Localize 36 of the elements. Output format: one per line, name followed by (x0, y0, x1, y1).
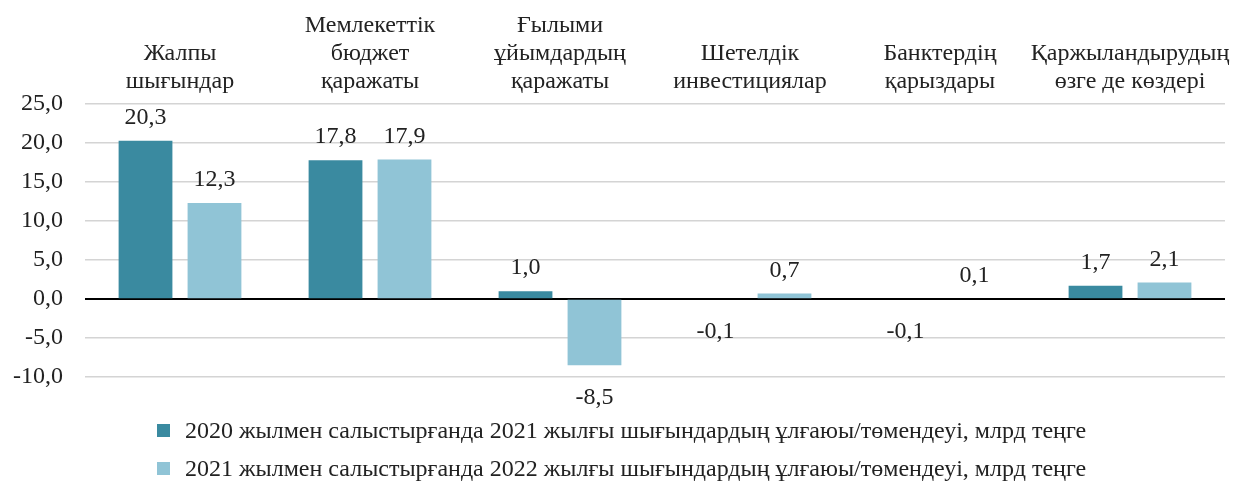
y-tick-label: -10,0 (13, 362, 63, 389)
x-tick-label: Ғылыми ұйымдардың қаражаты (494, 11, 627, 94)
data-label: -8,5 (575, 382, 614, 409)
y-tick-label: 20,0 (21, 128, 63, 155)
data-label: 1,7 (1080, 248, 1111, 275)
data-label: 20,3 (124, 102, 167, 129)
y-tick-label: 0,0 (33, 284, 63, 311)
data-label: 2,1 (1149, 244, 1180, 271)
data-label: -0,1 (886, 317, 925, 344)
y-tick-label: 10,0 (21, 206, 63, 233)
data-label: 17,9 (383, 121, 426, 148)
data-label: 17,8 (314, 122, 357, 149)
data-label: 1,0 (510, 253, 541, 280)
data-label: 12,3 (193, 165, 236, 192)
x-tick-label: Банктердің қарыздары (883, 39, 997, 94)
bar (187, 203, 242, 299)
y-tick-label: 25,0 (21, 89, 63, 116)
legend-label: 2020 жылмен салыстырғанда 2021 жылғы шығындардың ұлғаюы/төмендеуі, млрд теңге (185, 416, 1087, 444)
x-tick-label: Шетелдік инвестициялар (673, 39, 827, 94)
legend-label: 2021 жылмен салыстырғанда 2022 жылғы шығындардың ұлғаюы/төмендеуі, млрд теңге (185, 454, 1087, 482)
y-tick-label: 15,0 (21, 167, 63, 194)
data-label: 0,7 (769, 255, 800, 282)
data-label: -0,1 (696, 317, 735, 344)
bar (308, 160, 363, 299)
x-tick-label: Жалпы шығындар (125, 39, 235, 94)
bar (118, 140, 173, 299)
bar (1068, 285, 1123, 299)
y-tick-label: -5,0 (25, 323, 63, 350)
bar (498, 291, 553, 299)
data-label: 0,1 (959, 260, 990, 287)
bar (567, 299, 622, 366)
bar (1137, 282, 1192, 299)
x-tick-label: Мемлекеттік бюджет қаражаты (304, 11, 436, 94)
y-tick-label: 5,0 (33, 245, 63, 272)
bar (377, 159, 432, 299)
x-tick-label: Қаржыландырудың өзге де көздері (1030, 39, 1230, 94)
